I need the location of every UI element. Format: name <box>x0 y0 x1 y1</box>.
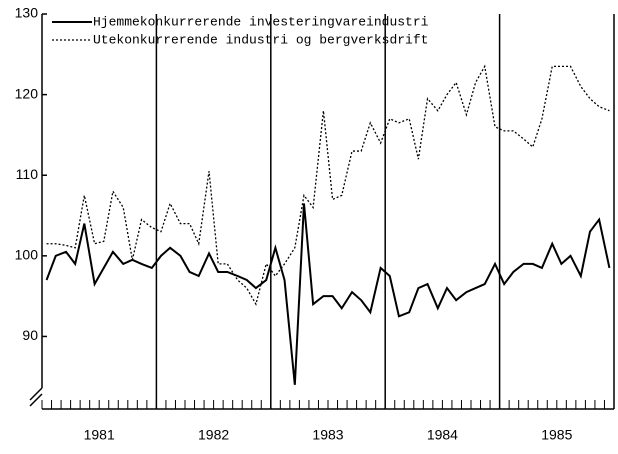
x-tick-label: 1981 <box>84 427 115 443</box>
x-tick-label: 1985 <box>541 427 572 443</box>
legend-label: Hjemmekonkurrerende investeringvareindus… <box>93 14 429 29</box>
legend-label: Utekonkurrerende industri og bergverksdr… <box>93 32 428 47</box>
axis-break <box>29 393 43 407</box>
y-tick-label: 100 <box>15 247 39 263</box>
x-tick-label: 1984 <box>427 427 458 443</box>
series-line <box>46 64 610 306</box>
x-tick-label: 1983 <box>312 427 343 443</box>
axis-break <box>29 387 43 401</box>
y-tick-label: 120 <box>15 85 39 101</box>
y-tick-label: 110 <box>16 166 39 182</box>
x-tick-label: 1982 <box>198 427 229 443</box>
y-tick-label: 130 <box>15 5 39 21</box>
series-line <box>45 203 611 385</box>
y-tick-label: 90 <box>22 327 38 343</box>
